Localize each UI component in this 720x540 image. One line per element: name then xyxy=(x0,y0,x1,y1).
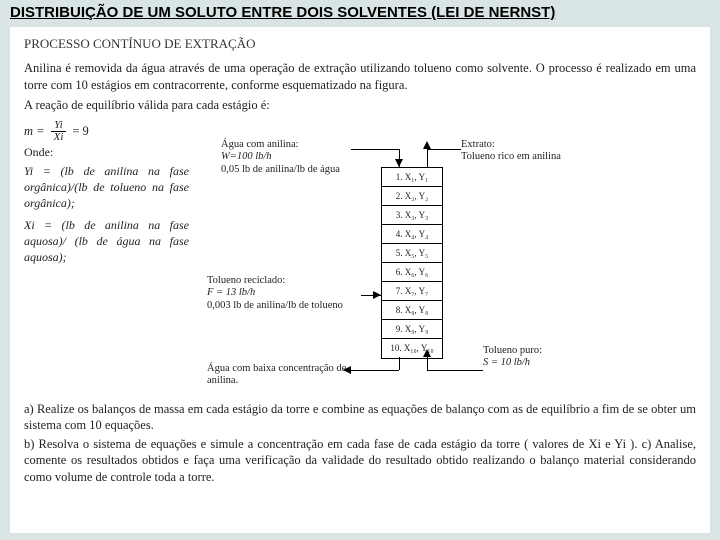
stage-4: 4. X₄, Y₄ xyxy=(382,225,442,244)
definitions-column: Onde: Yi = (lb de anilina na fase orgâni… xyxy=(24,145,189,395)
stage-5: 5. X₅, Y₅ xyxy=(382,244,442,263)
water-out-vline xyxy=(399,357,400,370)
feed-hline xyxy=(351,149,400,150)
equation: m = Yi Xi = 9 xyxy=(24,120,696,143)
intro-text-1: Anilina é removida da água através de um… xyxy=(24,60,696,93)
eq-denominator: Xi xyxy=(51,132,67,143)
pure-label: Tolueno puro: xyxy=(483,345,573,358)
question-a: a) Realize os balanços de massa em cada … xyxy=(24,401,696,434)
pure-hline xyxy=(427,370,483,371)
onde-label: Onde: xyxy=(24,145,189,161)
recycle-label-block: Tolueno reciclado: F = 13 lb/h 0,003 lb … xyxy=(207,275,362,313)
stage-10: 10. X₁₀, Y₁₀ xyxy=(382,339,442,358)
subtitle: PROCESSO CONTÍNUO DE EXTRAÇÃO xyxy=(24,35,696,52)
extract-hline xyxy=(427,149,461,150)
diagram-column: Água com anilina: W=100 lb/h 0,05 lb de … xyxy=(195,145,696,395)
eq-fraction: Yi Xi xyxy=(51,120,67,143)
extract-desc: Tolueno rico em anilina xyxy=(461,151,571,164)
middle-area: Onde: Yi = (lb de anilina na fase orgâni… xyxy=(24,145,696,395)
pure-vline xyxy=(427,357,428,370)
extract-label-block: Extrato: Tolueno rico em anilina xyxy=(461,139,571,164)
eq-value: = 9 xyxy=(72,123,88,140)
feed-w: W=100 lb/h xyxy=(221,151,351,164)
content-box: PROCESSO CONTÍNUO DE EXTRAÇÃO Anilina é … xyxy=(10,27,710,533)
extract-label: Extrato: xyxy=(461,139,571,152)
tower: 1. X₁, Y₁ 2. X₂, Y₂ 3. X₃, Y₃ 4. X₄, Y₄ … xyxy=(381,167,443,359)
recycle-label: Tolueno reciclado: xyxy=(207,275,362,288)
intro-text-2: A reação de equilíbrio válida para cada … xyxy=(24,97,696,114)
recycle-f: F = 13 lb/h xyxy=(207,287,362,300)
stage-9: 9. X₉, Y₉ xyxy=(382,320,442,339)
page-title: DISTRIBUIÇÃO DE UM SOLUTO ENTRE DOIS SOL… xyxy=(10,4,710,21)
stage-1: 1. X₁, Y₁ xyxy=(382,168,442,187)
extract-arrow-line xyxy=(427,149,428,167)
pure-s: S = 10 lb/h xyxy=(483,357,573,370)
def-x: Xi = (lb de anilina na fase aquosa)/ (lb… xyxy=(24,218,189,265)
stage-6: 6. X₆, Y₆ xyxy=(382,263,442,282)
feed-label-block: Água com anilina: W=100 lb/h 0,05 lb de … xyxy=(221,139,351,177)
feed-label: Água com anilina: xyxy=(221,139,351,152)
water-out-hline xyxy=(351,370,399,371)
pure-label-block: Tolueno puro: S = 10 lb/h xyxy=(483,345,573,370)
tower-diagram: Água com anilina: W=100 lb/h 0,05 lb de … xyxy=(201,145,531,395)
stage-7: 7. X₇, Y₇ xyxy=(382,282,442,301)
questions: a) Realize os balanços de massa em cada … xyxy=(24,401,696,486)
stage-8: 8. X₈, Y₈ xyxy=(382,301,442,320)
stage-3: 3. X₃, Y₃ xyxy=(382,206,442,225)
bottom-water-block: Água com baixa concentração de anilina. xyxy=(207,363,357,388)
eq-numerator: Yi xyxy=(51,120,65,132)
stage-2: 2. X₂, Y₂ xyxy=(382,187,442,206)
feed-conc: 0,05 lb de anilina/lb de água xyxy=(221,164,351,177)
question-bc: b) Resolva o sistema de equações e simul… xyxy=(24,436,696,486)
def-y: Yi = (lb de anilina na fase orgânica)/(l… xyxy=(24,164,189,211)
bottom-water: Água com baixa concentração de anilina. xyxy=(207,363,357,388)
eq-m: m = xyxy=(24,123,45,140)
recycle-conc: 0,003 lb de anilina/lb de tolueno xyxy=(207,300,362,313)
